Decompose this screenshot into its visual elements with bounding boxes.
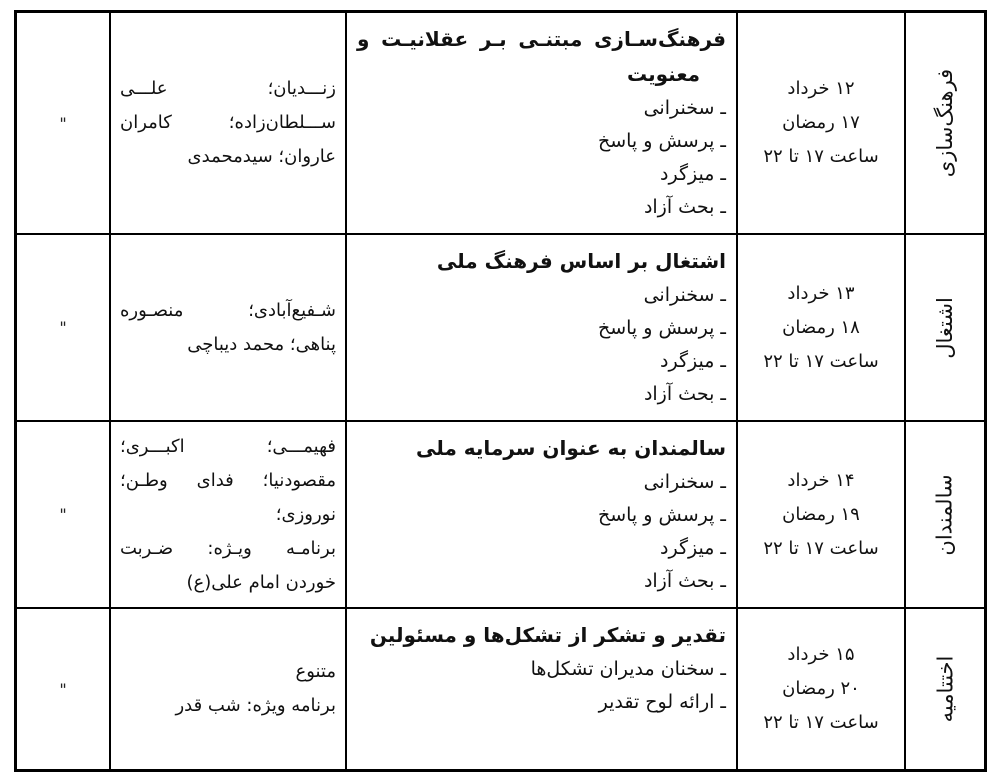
program-title-line: تقدیر و تشکر از تشکل‌ها و مسئولین [369, 623, 726, 647]
date-line: ساعت ۱۷ تا ۲۲ [763, 537, 879, 559]
names-line: شـفیع‌آبادی؛ منصـوره [120, 299, 336, 321]
date-cell: ۱۵ خرداد ۲۰ رمضان ساعت ۱۷ تا ۲۲ [738, 609, 904, 769]
date-line: ۱۵ خرداد [787, 644, 855, 665]
category-cell: اختتامیه [906, 609, 984, 769]
program-item: ـ سخنرانی [643, 97, 726, 119]
ditto-cell: " [17, 235, 109, 420]
names-line: فهیمـــی؛ اکبـــری؛ [120, 435, 336, 457]
program-title-line: اشتغال بر اساس فرهنگ ملی [436, 249, 726, 273]
names-line: خوردن امام علی(ع) [186, 571, 336, 593]
program-item: ـ بحث آزاد [643, 196, 726, 218]
date-line: ساعت ۱۷ تا ۲۲ [763, 146, 879, 167]
date-cell: ۱۳ خرداد ۱۸ رمضان ساعت ۱۷ تا ۲۲ [738, 235, 904, 420]
program-item: ـ پرسش و پاسخ [597, 317, 726, 339]
names-cell: فهیمـــی؛ اکبـــری؛ مقصودنیا؛ فدای وطـن؛… [111, 422, 345, 607]
ditto-cell: " [17, 609, 109, 769]
program-cell: فرهنگ‌سـازی مبتنـی بـر عقلانیـت و معنویت… [347, 13, 736, 233]
program-item: ـ سخنرانی [643, 284, 726, 306]
date-line: ۱۷ رمضان [782, 112, 860, 133]
date-cell: ۱۲ خرداد ۱۷ رمضان ساعت ۱۷ تا ۲۲ [738, 13, 904, 233]
date-line: ۱۲ خرداد [787, 78, 855, 99]
ditto-cell: " [17, 422, 109, 607]
ditto-mark: " [59, 318, 67, 337]
date-line: ساعت ۱۷ تا ۲۲ [763, 350, 879, 372]
category-cell: سالمندان [906, 422, 984, 607]
program-cell: تقدیر و تشکر از تشکل‌ها و مسئولین ـ سخنا… [347, 609, 736, 769]
names-line: متنوع [295, 661, 336, 682]
names-cell: شـفیع‌آبادی؛ منصـوره پناهی؛ محمد دیباچی [111, 235, 345, 420]
names-line: زنـــدیان؛ علـــی [120, 78, 336, 99]
date-line: ساعت ۱۷ تا ۲۲ [763, 712, 879, 733]
program-item: ـ سخنان مدیران تشکل‌ها [530, 658, 726, 680]
names-line: پناهی؛ محمد دیباچی [187, 333, 336, 355]
names-line: مقصودنیا؛ فدای وطـن؛ [120, 469, 336, 491]
names-line: برنامـه ویـژه: ضـربت [120, 537, 336, 559]
program-item: ـ میزگرد [660, 350, 726, 372]
ditto-mark: " [59, 679, 67, 699]
program-title-line: فرهنگ‌سـازی مبتنـی بـر عقلانیـت و [357, 27, 726, 51]
category-label: سالمندان [933, 473, 957, 556]
program-item: ـ میزگرد [660, 537, 726, 559]
schedule-table: " زنـــدیان؛ علـــی ســـلطان‌زاده؛ کامرا… [14, 10, 987, 772]
program-item: ـ ارائه لوح تقدیر [598, 691, 726, 713]
category-label: فرهنگ‌سازی [933, 68, 957, 178]
date-line: ۱۴ خرداد [787, 469, 855, 491]
names-line: عاروان؛ سیدمحمدی [187, 146, 336, 167]
program-item: ـ میزگرد [660, 163, 726, 185]
program-title-line: معنویت [626, 62, 700, 86]
category-label: اشتغال [933, 296, 957, 359]
category-cell: فرهنگ‌سازی [906, 13, 984, 233]
program-item: ـ پرسش و پاسخ [597, 130, 726, 152]
date-line: ۲۰ رمضان [782, 678, 860, 699]
date-line: ۱۸ رمضان [782, 316, 860, 338]
program-cell: سالمندان به عنوان سرمایه ملی ـ سخنرانی ـ… [347, 422, 736, 607]
names-line: نوروزی؛ [275, 503, 336, 525]
program-cell: اشتغال بر اساس فرهنگ ملی ـ سخنرانی ـ پرس… [347, 235, 736, 420]
names-line: ســـلطان‌زاده؛ کامران [120, 112, 336, 133]
program-item: ـ پرسش و پاسخ [597, 504, 726, 526]
names-cell: متنوع برنامه ویژه: شب قدر [111, 609, 345, 769]
program-item: ـ سخنرانی [643, 471, 726, 493]
program-title-line: سالمندان به عنوان سرمایه ملی [416, 436, 726, 460]
program-item: ـ بحث آزاد [643, 383, 726, 405]
category-cell: اشتغال [906, 235, 984, 420]
date-line: ۱۹ رمضان [782, 503, 860, 525]
program-item: ـ بحث آزاد [643, 570, 726, 592]
ditto-cell: " [17, 13, 109, 233]
date-cell: ۱۴ خرداد ۱۹ رمضان ساعت ۱۷ تا ۲۲ [738, 422, 904, 607]
names-cell: زنـــدیان؛ علـــی ســـلطان‌زاده؛ کامران … [111, 13, 345, 233]
names-line: برنامه ویژه: شب قدر [175, 695, 336, 716]
date-line: ۱۳ خرداد [787, 282, 855, 304]
ditto-mark: " [59, 113, 67, 133]
category-label: اختتامیه [932, 655, 957, 723]
ditto-mark: " [59, 505, 67, 524]
